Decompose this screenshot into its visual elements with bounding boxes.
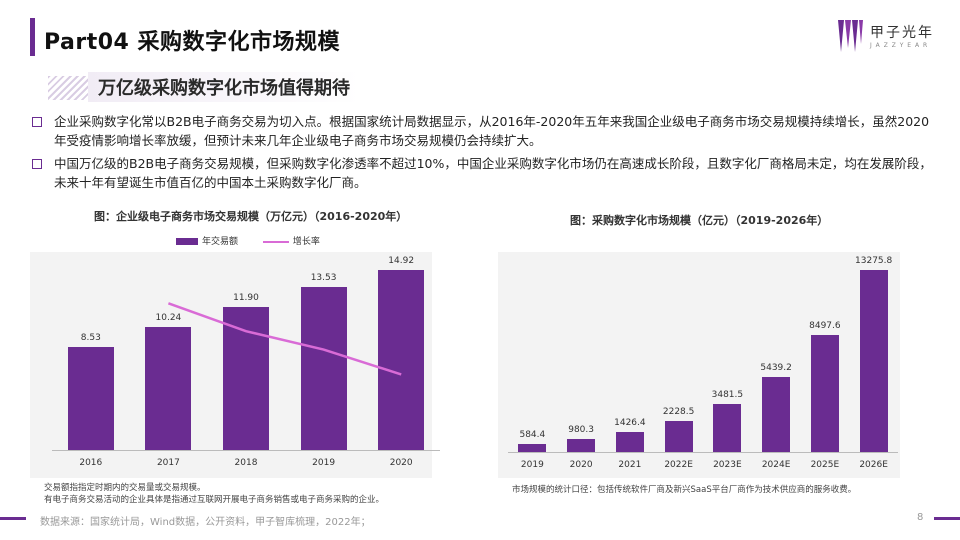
bar: [615, 432, 644, 452]
chart-area-right: [498, 252, 900, 478]
bar: [859, 269, 888, 452]
footer-accent-right: [934, 517, 960, 520]
bar-value-label: 14.92: [388, 256, 415, 267]
bar-value-label: 5439.2: [760, 363, 792, 374]
legend-swatch-line: [262, 240, 289, 243]
note-line: 有电子商务交易活动的企业具体是指通过互联网开展电子商务销售或电子商务采购的企业。: [44, 495, 385, 505]
x-tick-label: 2021: [618, 460, 642, 470]
x-tick-label: 2019: [520, 460, 544, 470]
legend-label-bar: 年交易额: [202, 237, 239, 247]
bar: [567, 438, 596, 452]
bullet-item: 中国万亿级的B2B电子商务交易规模，但采购数字化渗透率不超过10%，中国企业采购…: [32, 154, 932, 192]
bullet-text: 企业采购数字化常以B2B电子商务交易为切入点。根据国家统计局数据显示，从2016…: [54, 114, 930, 148]
bar: [223, 306, 269, 450]
legend-swatch-bar: [176, 238, 198, 245]
chart-title-left: 图：企业级电子商务市场交易规模（万亿元）（2016-2020年）: [94, 210, 408, 223]
note-line: 交易额指指定时期内的交易量或交易规模。: [44, 483, 206, 493]
bullet-square-icon: [32, 159, 42, 169]
x-tick-label: 2017: [156, 458, 180, 468]
bar-value-label: 13.53: [310, 272, 337, 283]
x-tick-label: 2020: [389, 458, 413, 468]
legend-label-line: 增长率: [292, 237, 320, 247]
x-tick-label: 2022E: [664, 460, 693, 470]
bar-value-label: 1426.4: [614, 418, 646, 429]
x-tick-label: 2020: [569, 460, 593, 470]
logo-text: 甲子光年: [870, 25, 934, 41]
x-tick-label: 2025E: [810, 460, 840, 470]
logo-mark-icon: [838, 20, 863, 52]
bar-value-label: 11.90: [233, 292, 259, 303]
x-tick-label: 2016: [79, 458, 103, 468]
bar: [300, 286, 347, 450]
x-tick-label: 2023E: [713, 460, 742, 470]
x-tick-label: 2019: [312, 458, 336, 468]
bar: [378, 270, 425, 450]
chart-note-left: 交易额指指定时期内的交易量或交易规模。 有电子商务交易活动的企业具体是指通过互联…: [44, 482, 384, 506]
bullet-square-icon: [32, 117, 42, 127]
bullet-item: 企业采购数字化常以B2B电子商务交易为切入点。根据国家统计局数据显示，从2016…: [32, 112, 932, 150]
chart-note-right: 市场规模的统计口径：包括传统软件厂商及新兴SaaS平台厂商作为技术供应商的服务收…: [512, 485, 857, 495]
bar-value-label: 10.24: [155, 312, 182, 323]
page-number: 8: [917, 512, 924, 523]
x-tick-label: 2024E: [761, 460, 791, 470]
bar-value-label: 13275.8: [855, 255, 893, 266]
logo: 甲子光年 J A Z Z Y E A R: [836, 18, 946, 54]
bullet-list: 企业采购数字化常以B2B电子商务交易为切入点。根据国家统计局数据显示，从2016…: [32, 112, 932, 196]
bar: [145, 326, 192, 450]
bar: [713, 404, 742, 452]
footer-accent-left: [0, 517, 26, 520]
bar-value-label: 2228.5: [662, 407, 695, 418]
chart-title-right: 图：采购数字化市场规模（亿元）（2019-2026年）: [570, 214, 829, 227]
bar-value-label: 8497.6: [809, 321, 841, 332]
bullet-text: 中国万亿级的B2B电子商务交易规模，但采购数字化渗透率不超过10%，中国企业采购…: [54, 156, 932, 190]
bar-value-label: 584.4: [519, 429, 546, 440]
title-accent-bar: [30, 18, 35, 56]
chart-legend-left: 年交易额 增长率: [176, 234, 320, 247]
x-axis-line: [52, 450, 440, 451]
footer-source: 数据来源：国家统计局，Wind数据，公开资料，甲子智库梳理，2022年；: [40, 517, 371, 528]
bar: [518, 443, 547, 452]
bar-value-label: 8.53: [80, 333, 101, 344]
page-title: Part04 采购数字化市场规模: [44, 30, 341, 55]
logo-subtext: J A Z Z Y E A R: [870, 42, 929, 49]
bar-value-label: 3481.5: [711, 390, 744, 401]
x-tick-label: 2026E: [859, 460, 888, 470]
x-tick-label: 2018: [234, 458, 258, 468]
x-axis-line: [508, 452, 898, 453]
bar: [664, 421, 693, 452]
bar: [810, 335, 839, 452]
bar: [762, 377, 791, 452]
bar-value-label: 980.3: [568, 424, 594, 435]
bar: [67, 347, 114, 450]
subtitle: 万亿级采购数字化市场值得期待: [88, 72, 360, 102]
